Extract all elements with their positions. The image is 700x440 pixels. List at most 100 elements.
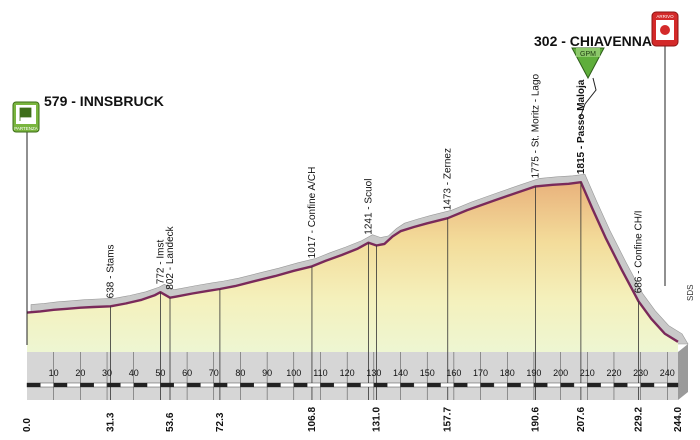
waypoint-label: 686 - Confine CH/I	[634, 210, 645, 293]
axis-tick-label: 50	[155, 368, 165, 378]
axis-segment	[547, 382, 561, 388]
waypoint-label: 1241 - Scuol	[364, 179, 375, 235]
axis-tick-label: 80	[235, 368, 245, 378]
axis-tick-label: 160	[446, 368, 461, 378]
axis-segment	[213, 382, 228, 388]
axis-tick-label: 20	[75, 368, 85, 378]
axis-segment	[80, 382, 94, 388]
axis-segment	[507, 382, 521, 388]
axis-segment	[413, 382, 428, 388]
axis-segment	[560, 382, 575, 388]
axis-tick-label: 70	[209, 368, 219, 378]
sponsor-tag: SDS	[686, 285, 695, 301]
axis-segment	[40, 382, 54, 388]
axis-segment	[427, 382, 441, 388]
axis-tick-label: 230	[633, 368, 648, 378]
waypoint-km-label: 31.3	[106, 412, 117, 432]
axis-tick-label: 170	[473, 368, 488, 378]
axis-tick-label: 240	[660, 368, 675, 378]
distance-axis: 10 20 30 40 50 60 70 80 90 100 110 120 130 140 150 160 1…	[26, 352, 679, 400]
finish-marker: ARRIVO 302 - CHIAVENNA	[534, 11, 679, 286]
axis-tick-label: 10	[49, 368, 59, 378]
axis-segment	[453, 382, 468, 388]
axis-segment	[573, 382, 588, 388]
axis-segment	[440, 382, 455, 388]
axis-segment	[173, 382, 188, 388]
axis-segment	[320, 382, 335, 388]
axis-tick-label: 190	[526, 368, 541, 378]
axis-tick-label: 210	[580, 368, 595, 378]
axis-segment	[587, 382, 601, 388]
axis-tick-label: 60	[182, 368, 192, 378]
axis-segment	[600, 382, 615, 388]
flag-icon	[19, 107, 32, 121]
arrivo-badge-label: ARRIVO	[656, 14, 674, 19]
axis-segment	[467, 382, 481, 388]
axis-segment	[493, 382, 508, 388]
axis-segment	[293, 382, 308, 388]
finish-label: 302 - CHIAVENNA	[534, 33, 652, 49]
axis-segment	[306, 382, 321, 388]
gpm-label: GPM	[580, 51, 596, 58]
axis-segment	[66, 382, 81, 388]
waypoint-label: 1775 - St. Moritz - Lago	[531, 73, 542, 178]
axis-segment	[253, 382, 268, 388]
axis-segment	[533, 382, 548, 388]
partenza-badge-label: PARTENZA	[14, 126, 38, 131]
axis-segment	[200, 382, 214, 388]
profile-area	[26, 173, 689, 352]
axis-tick-label: 120	[340, 368, 355, 378]
waypoint-km-label: 157.7	[443, 407, 454, 432]
axis-segment	[613, 382, 628, 388]
axis-segment	[373, 382, 388, 388]
axis-tick-label: 30	[102, 368, 112, 378]
axis-tick-label: 90	[262, 368, 272, 378]
axis-segment	[226, 382, 241, 388]
waypoint-km-label: 131.0	[372, 407, 383, 432]
axis-segment	[266, 382, 281, 388]
axis-segment	[653, 382, 668, 388]
waypoint-label: 1473 - Zernez	[443, 148, 454, 210]
axis-segment	[480, 382, 495, 388]
axis-segment	[667, 382, 679, 388]
finish-target-icon	[660, 25, 670, 35]
axis-segment	[346, 382, 361, 388]
axis-segment	[186, 382, 201, 388]
axis-segment	[93, 382, 108, 388]
axis-segment	[26, 382, 41, 388]
waypoint-km-label: 72.3	[215, 412, 226, 432]
axis-tick-label: 40	[129, 368, 139, 378]
waypoint-label: 638 - Stams	[106, 244, 117, 298]
waypoint-label: 1815 - Passo Maloja	[576, 79, 587, 174]
axis-segment	[160, 382, 174, 388]
finish-km-label: 244.0	[673, 407, 684, 432]
axis-segment	[640, 382, 655, 388]
waypoint-km-label: 106.8	[307, 407, 318, 432]
axis-tick-label: 110	[313, 368, 327, 378]
waypoint-label: 772 - Imst	[155, 240, 166, 285]
axis-segment	[106, 382, 121, 388]
profile-fill	[27, 182, 678, 352]
waypoint-km-label: 190.6	[531, 407, 542, 432]
axis-segment	[146, 382, 161, 388]
waypoint-label: 802 - Landeck	[165, 225, 176, 289]
gpm-marker: GPM	[571, 47, 605, 119]
axis-tick-label: 200	[553, 368, 568, 378]
axis-segment	[333, 382, 348, 388]
axis-tick-label: 150	[420, 368, 435, 378]
axis-segment	[627, 382, 641, 388]
axis-tick-label: 180	[500, 368, 515, 378]
axis-segment	[120, 382, 134, 388]
waypoint-km-label: 229.2	[634, 407, 645, 432]
axis-segment	[360, 382, 375, 388]
axis-tick-label: 130	[366, 368, 381, 378]
waypoint-label: 1017 - Confine A/CH	[307, 167, 318, 259]
axis-tick-label: 100	[286, 368, 301, 378]
axis-segment	[53, 382, 68, 388]
axis-segment	[240, 382, 254, 388]
start-km-label: 0.0	[22, 418, 33, 432]
waypoint-km-label: 207.6	[576, 407, 587, 432]
axis-segment	[280, 382, 295, 388]
